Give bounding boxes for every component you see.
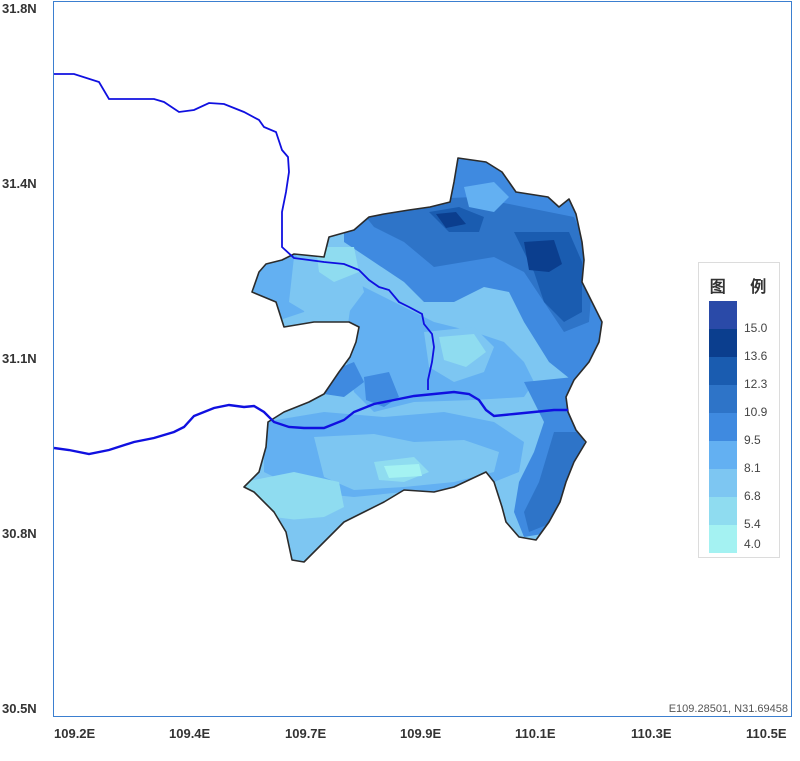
legend-title: 图 例	[709, 279, 777, 296]
y-axis-label-3: 31.1N	[2, 351, 37, 366]
legend-value-5.4: 5.4	[744, 517, 761, 531]
map-frame[interactable]	[53, 1, 792, 717]
contour-band-4.0-south	[384, 464, 422, 478]
map-canvas[interactable]	[54, 2, 793, 718]
legend-swatch-4.0	[709, 525, 737, 553]
x-axis-label-1: 109.2E	[54, 726, 96, 741]
legend-value-9.5: 9.5	[744, 433, 761, 447]
legend-swatch-6.8	[709, 469, 737, 497]
region-boundary	[243, 157, 603, 563]
legend-value-8.1: 8.1	[744, 461, 761, 475]
legend-swatch-12.3	[709, 357, 737, 385]
legend-swatch-13.6	[709, 329, 737, 357]
legend-swatch-10.9	[709, 385, 737, 413]
y-axis-label-2: 31.4N	[2, 176, 37, 191]
contour-band-5.4-west	[316, 247, 359, 282]
legend-value-15.0: 15.0	[744, 321, 768, 335]
contour-band-9.5-south-center	[364, 372, 399, 407]
contour-band-8.1-north	[464, 182, 509, 212]
x-axis-label-4: 109.9E	[400, 726, 442, 741]
x-axis-label-3: 109.7E	[285, 726, 327, 741]
contour-band-10.9-east	[524, 432, 584, 532]
legend-swatch-15.0	[709, 301, 737, 329]
coordinate-readout: E109.28501, N31.69458	[668, 703, 788, 715]
river-upper	[54, 73, 435, 390]
legend-swatch-5.4	[709, 497, 737, 525]
x-axis-label-7: 110.5E	[746, 726, 787, 741]
x-axis-label-5: 110.1E	[515, 726, 556, 741]
contour-band-5.4-center	[439, 334, 486, 367]
legend-swatch-8.1	[709, 441, 737, 469]
x-axis-label-2: 109.4E	[169, 726, 211, 741]
contour-band-6.8-southwest	[264, 517, 334, 562]
x-axis-label-6: 110.3E	[631, 726, 672, 741]
legend-value-6.8: 6.8	[744, 489, 761, 503]
legend-swatch-9.5	[709, 413, 737, 441]
contour-band-13.6-north	[436, 212, 466, 228]
river-lower	[54, 390, 568, 456]
contour-fill-group	[244, 158, 602, 562]
legend-value-13.6: 13.6	[744, 349, 768, 363]
contour-band-10.9-north	[354, 197, 594, 332]
legend-value-12.3: 12.3	[744, 377, 768, 391]
legend-value-10.9: 10.9	[744, 405, 768, 419]
y-axis-label-top: 31.8N	[2, 1, 37, 16]
y-axis-label-4: 30.8N	[2, 526, 37, 541]
y-axis-label-bottom: 30.5N	[2, 701, 37, 716]
contour-band-13.6-east	[524, 240, 562, 272]
legend-value-4.0: 4.0	[744, 537, 761, 551]
legend-panel: 图 例 15.0 13.6 12.3 10.9 9.5 8.1 6.8 5.4 …	[698, 262, 780, 558]
